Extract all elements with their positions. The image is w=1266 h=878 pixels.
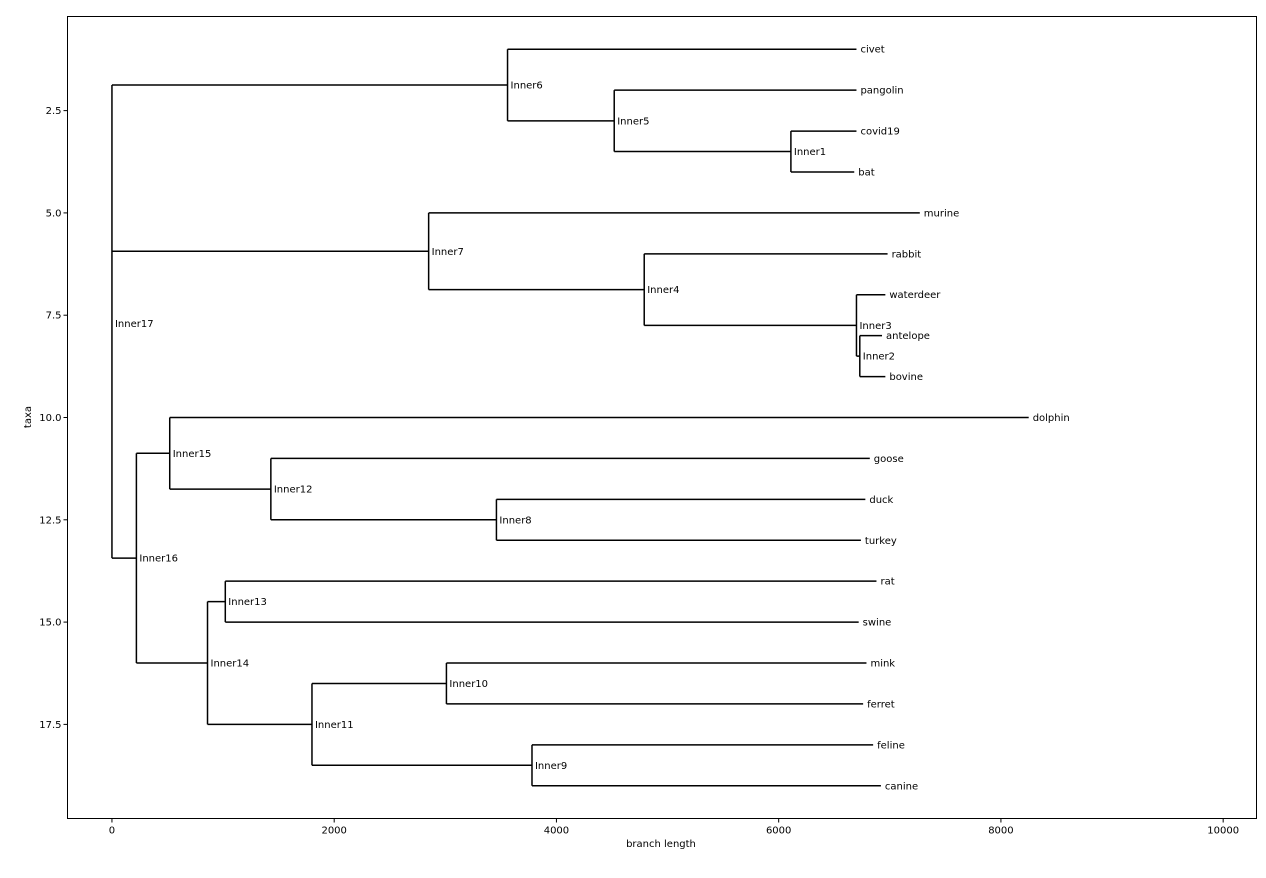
- leaf-label: swine: [863, 618, 892, 629]
- x-axis-ticks: 0 2000 4000 6000 8000 10000: [109, 818, 1239, 837]
- leaf-label: murine: [924, 208, 959, 219]
- leaf-label: dolphin: [1033, 413, 1070, 424]
- leaf-label: civet: [860, 45, 884, 56]
- node-labels: Inner1 Inner5 Inner6 Inner2 Inner3 Inner4 Inne…: [115, 45, 1070, 793]
- leaf-label: ferret: [867, 699, 895, 710]
- internal-node-label: Inner9: [535, 761, 567, 772]
- internal-node-label: Inner4: [647, 285, 679, 296]
- internal-node-label: Inner1: [794, 147, 826, 158]
- internal-node-label: Inner10: [449, 679, 488, 690]
- internal-node-label: Inner8: [499, 515, 531, 526]
- internal-node-label: Inner17: [115, 319, 154, 330]
- leaf-label: waterdeer: [889, 290, 941, 301]
- x-tick-label: 2000: [321, 826, 346, 837]
- internal-node-label: Inner2: [863, 352, 895, 363]
- leaf-label: covid19: [860, 127, 899, 138]
- leaf-label: duck: [869, 495, 893, 506]
- x-tick-label: 0: [109, 826, 115, 837]
- leaf-label: feline: [877, 740, 905, 751]
- y-tick-label: 7.5: [46, 311, 62, 322]
- internal-node-label: Inner3: [859, 321, 891, 332]
- y-tick-label: 5.0: [46, 208, 62, 219]
- y-tick-label: 17.5: [39, 720, 61, 731]
- x-tick-label: 4000: [544, 826, 569, 837]
- y-tick-label: 10.0: [39, 413, 61, 424]
- internal-node-label: Inner12: [274, 485, 313, 496]
- tree-branches: [111, 48, 1029, 787]
- y-axis-label: taxa: [23, 406, 34, 428]
- leaf-label: pangolin: [860, 86, 903, 97]
- leaf-label: antelope: [886, 331, 930, 342]
- y-tick-label: 12.5: [39, 515, 61, 526]
- internal-node-label: Inner13: [228, 597, 267, 608]
- internal-node-label: Inner6: [511, 81, 543, 92]
- internal-node-label: Inner11: [315, 720, 354, 731]
- leaf-label: turkey: [865, 536, 897, 547]
- leaf-label: mink: [870, 659, 895, 670]
- internal-node-label: Inner16: [139, 554, 178, 565]
- x-tick-label: 8000: [988, 826, 1013, 837]
- x-axis-label: branch length: [626, 839, 696, 850]
- internal-node-label: Inner5: [617, 116, 649, 127]
- leaf-label: bovine: [889, 372, 923, 383]
- x-tick-label: 10000: [1207, 826, 1239, 837]
- leaf-label: rat: [880, 577, 894, 588]
- x-tick-label: 6000: [766, 826, 791, 837]
- leaf-label: canine: [885, 781, 918, 792]
- y-tick-label: 2.5: [46, 106, 62, 117]
- leaf-label: rabbit: [892, 249, 922, 260]
- internal-node-label: Inner14: [211, 659, 250, 670]
- internal-node-label: Inner7: [432, 247, 464, 258]
- y-axis-ticks: 2.5 5.0 7.5 10.0 12.5 15.0 17.5: [39, 106, 68, 731]
- y-tick-label: 15.0: [39, 618, 61, 629]
- internal-node-label: Inner15: [173, 449, 212, 460]
- leaf-label: bat: [858, 167, 874, 178]
- leaf-label: goose: [874, 454, 904, 465]
